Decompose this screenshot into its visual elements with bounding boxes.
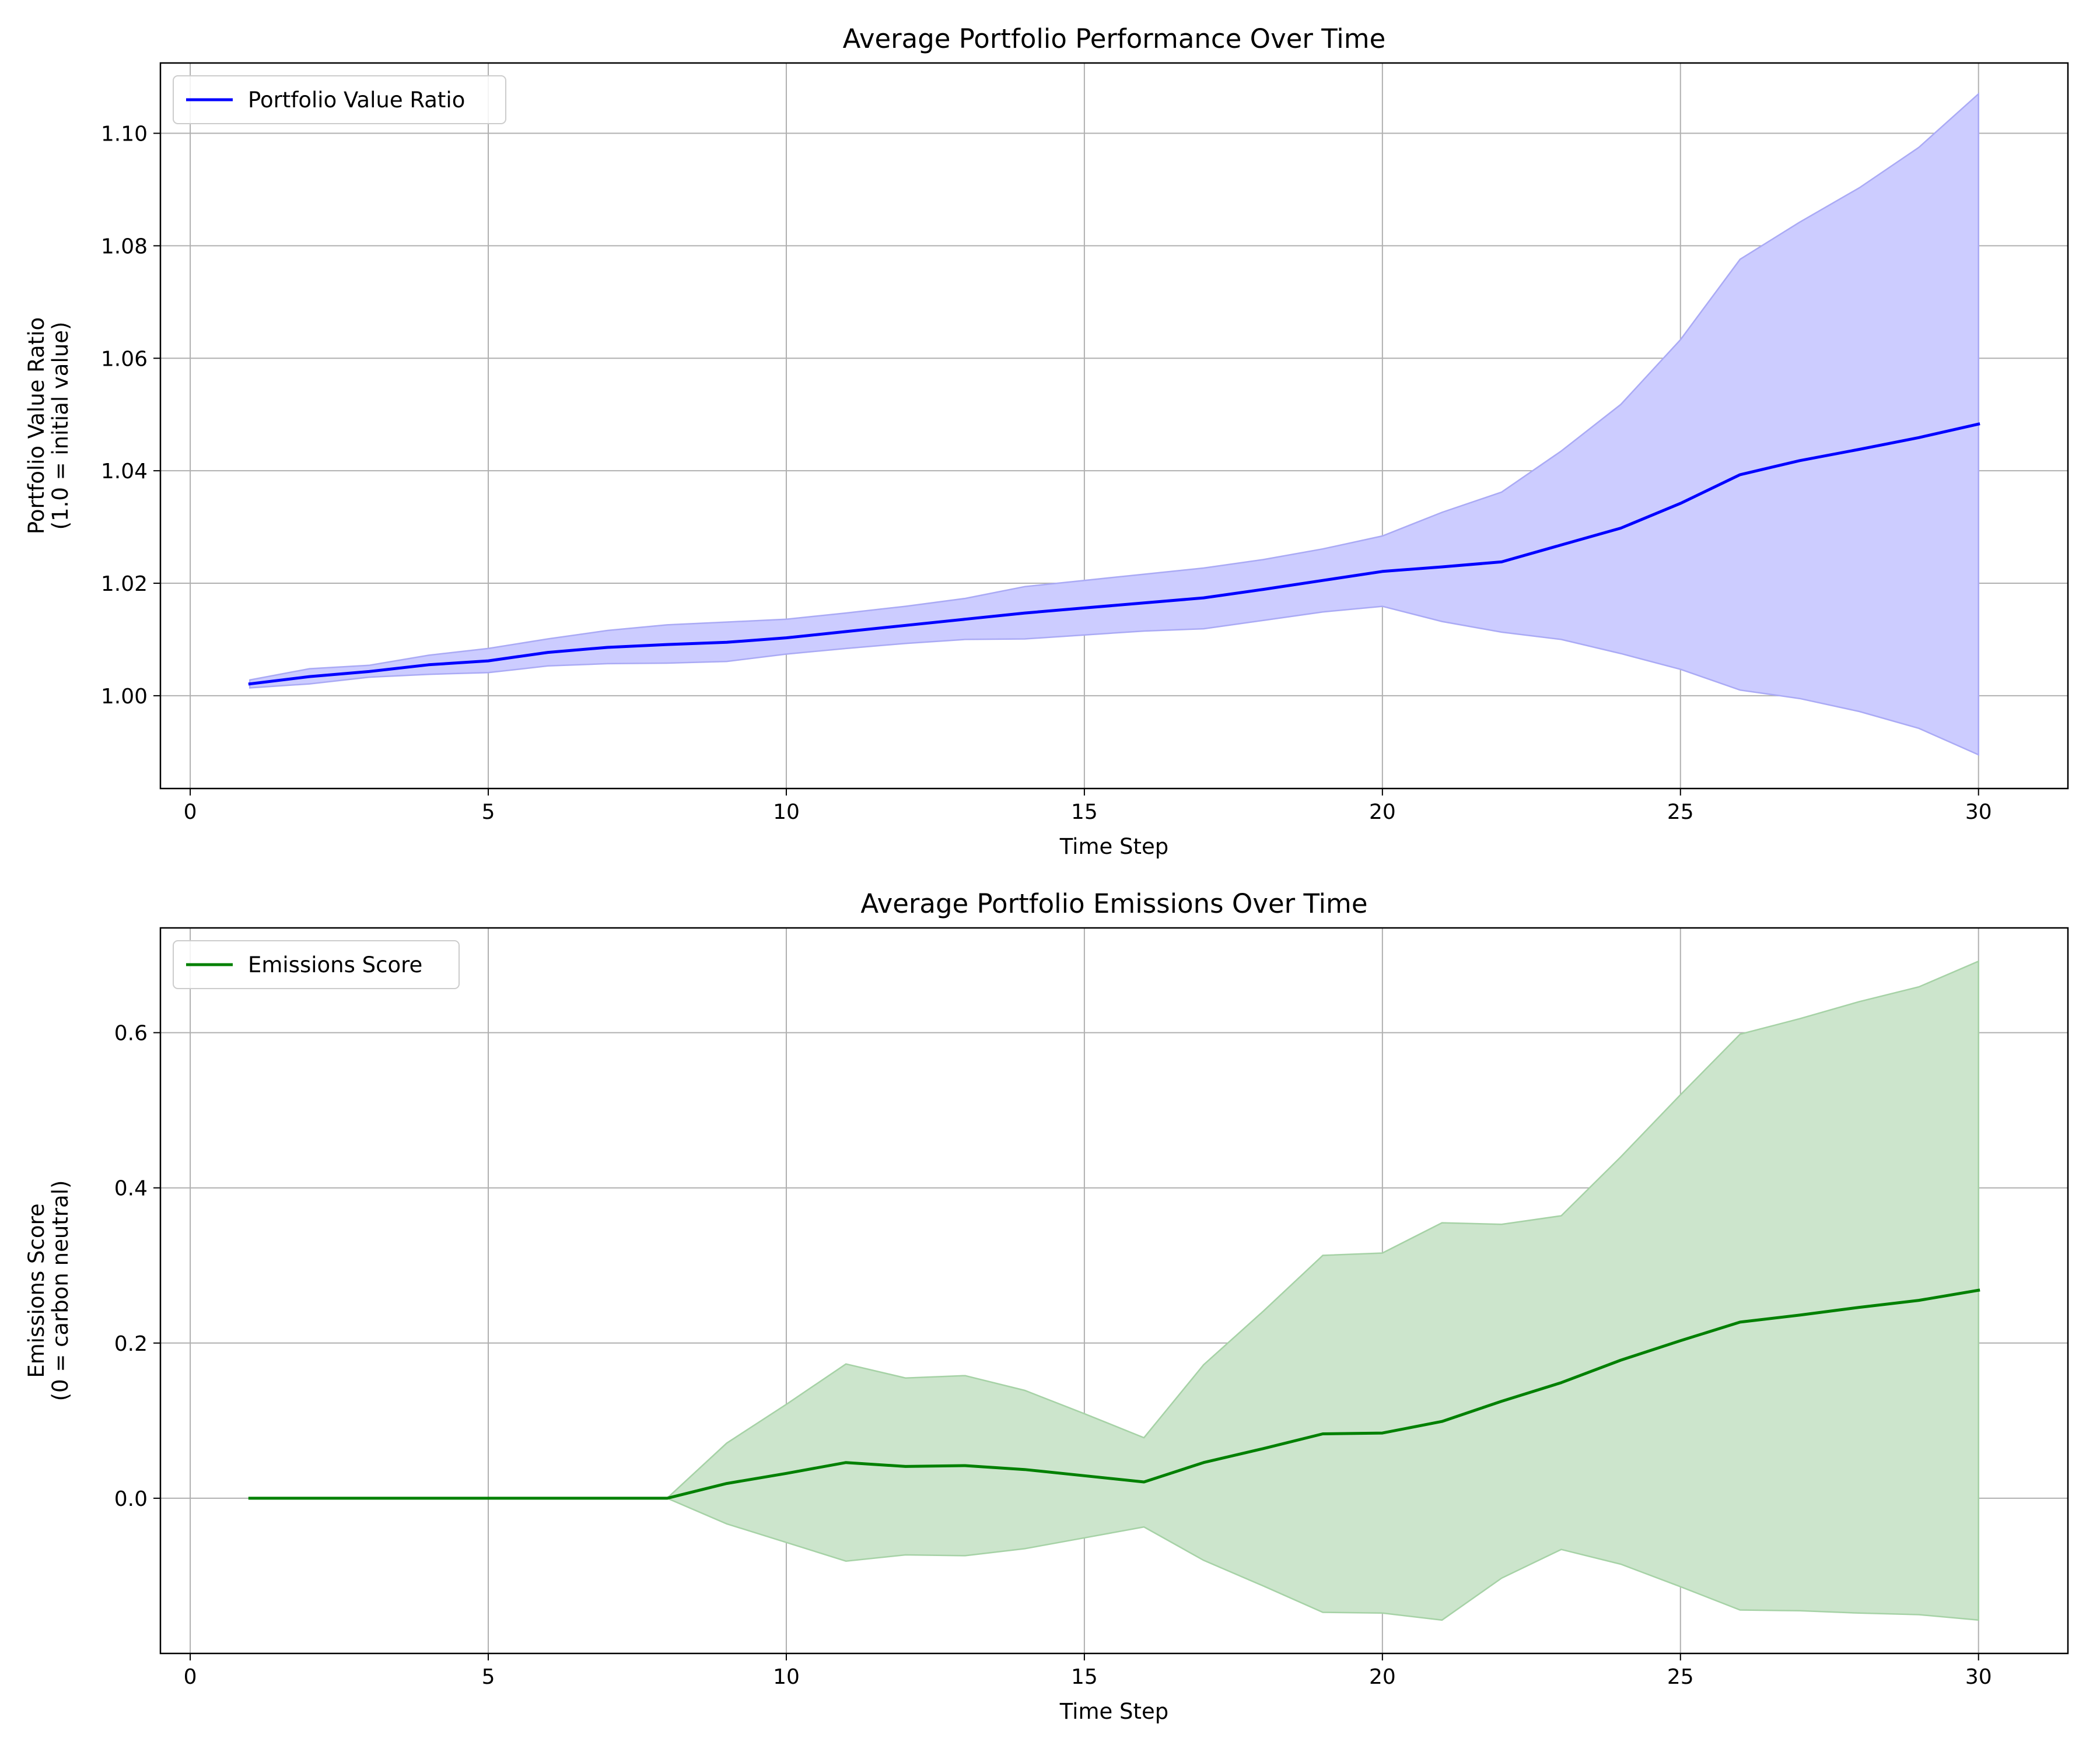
x-tick-label: 30 [1965, 800, 1992, 824]
legend-box [173, 75, 506, 124]
y-tick-label: 1.00 [101, 685, 148, 709]
series-line [248, 1288, 1980, 1500]
legend-label: Portfolio Value Ratio [248, 87, 465, 113]
y-tick-label: 0.0 [114, 1487, 148, 1511]
y-tick-label: 1.04 [101, 460, 148, 483]
y-tick-label: 1.08 [101, 234, 148, 258]
y-tick-label: 1.02 [101, 572, 148, 596]
x-tick-label: 5 [482, 800, 495, 824]
x-tick-label: 5 [482, 1665, 495, 1689]
y-axis-label: Emissions Score [24, 1203, 49, 1378]
axes-frame [159, 62, 2069, 790]
x-tick-label: 25 [1667, 800, 1694, 824]
legend-box [173, 940, 460, 989]
x-tick-label: 0 [184, 800, 197, 824]
chart-title: Average Portfolio Emissions Over Time [860, 888, 1367, 919]
confidence-band [249, 92, 1979, 756]
x-axis-label: Time Step [1059, 1699, 1169, 1724]
y-tick-label: 0.4 [114, 1177, 148, 1201]
y-axis-label: (1.0 = initial value) [48, 322, 73, 530]
x-axis-label: Time Step [1059, 834, 1169, 859]
legend-label: Emissions Score [248, 952, 422, 977]
x-tick-label: 0 [184, 1665, 197, 1689]
x-tick-label: 10 [773, 800, 800, 824]
y-axis-label: (0 = carbon neutral) [48, 1180, 73, 1401]
y-tick-label: 1.06 [101, 347, 148, 371]
y-tick-label: 0.2 [114, 1332, 148, 1356]
axes-frame [159, 927, 2069, 1655]
x-tick-label: 15 [1071, 800, 1098, 824]
x-tick-label: 30 [1965, 1665, 1992, 1689]
y-tick-label: 1.10 [101, 122, 148, 146]
x-tick-label: 15 [1071, 1665, 1098, 1689]
chart-title: Average Portfolio Performance Over Time [843, 23, 1386, 54]
x-tick-label: 20 [1369, 1665, 1396, 1689]
series-line [248, 422, 1980, 686]
y-axis-label: Portfolio Value Ratio [24, 317, 49, 534]
x-tick-label: 20 [1369, 800, 1396, 824]
y-tick-label: 0.6 [114, 1022, 148, 1046]
x-tick-label: 25 [1667, 1665, 1694, 1689]
x-tick-label: 10 [773, 1665, 800, 1689]
